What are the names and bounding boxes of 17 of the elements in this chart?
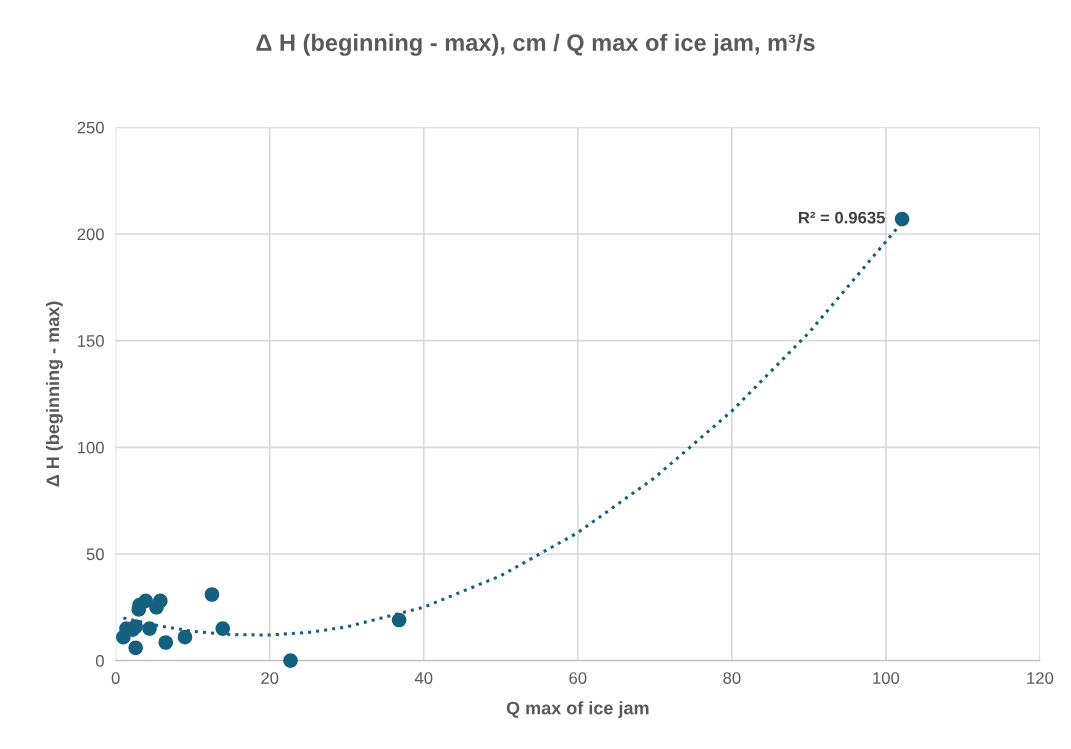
y-tick-label: 0 [95, 655, 104, 667]
y-axis-title: Δ H (beginning - max) [45, 301, 63, 487]
y-tick-label: 250 [77, 121, 104, 134]
x-tick-label: 100 [873, 672, 900, 684]
y-tick-label: 50 [86, 548, 104, 561]
x-tick-label: 20 [261, 672, 279, 684]
x-tick-label: 120 [1027, 672, 1054, 684]
y-tick-label: 100 [78, 441, 104, 454]
y-tick-label: 150 [78, 335, 104, 347]
x-tick-label: 40 [414, 672, 433, 684]
y-tick-label: 200 [77, 228, 104, 241]
x-axis-title: Q max of ice jam [506, 701, 649, 718]
x-tick-label: 0 [111, 672, 120, 684]
annotation: R² = 0.9635 [798, 211, 885, 224]
chart-title: Δ H (beginning - max), cm / Q max of ice jam, m³/s [256, 33, 815, 56]
x-tick-label: 60 [569, 672, 587, 684]
x-tick-label: 80 [723, 672, 741, 684]
